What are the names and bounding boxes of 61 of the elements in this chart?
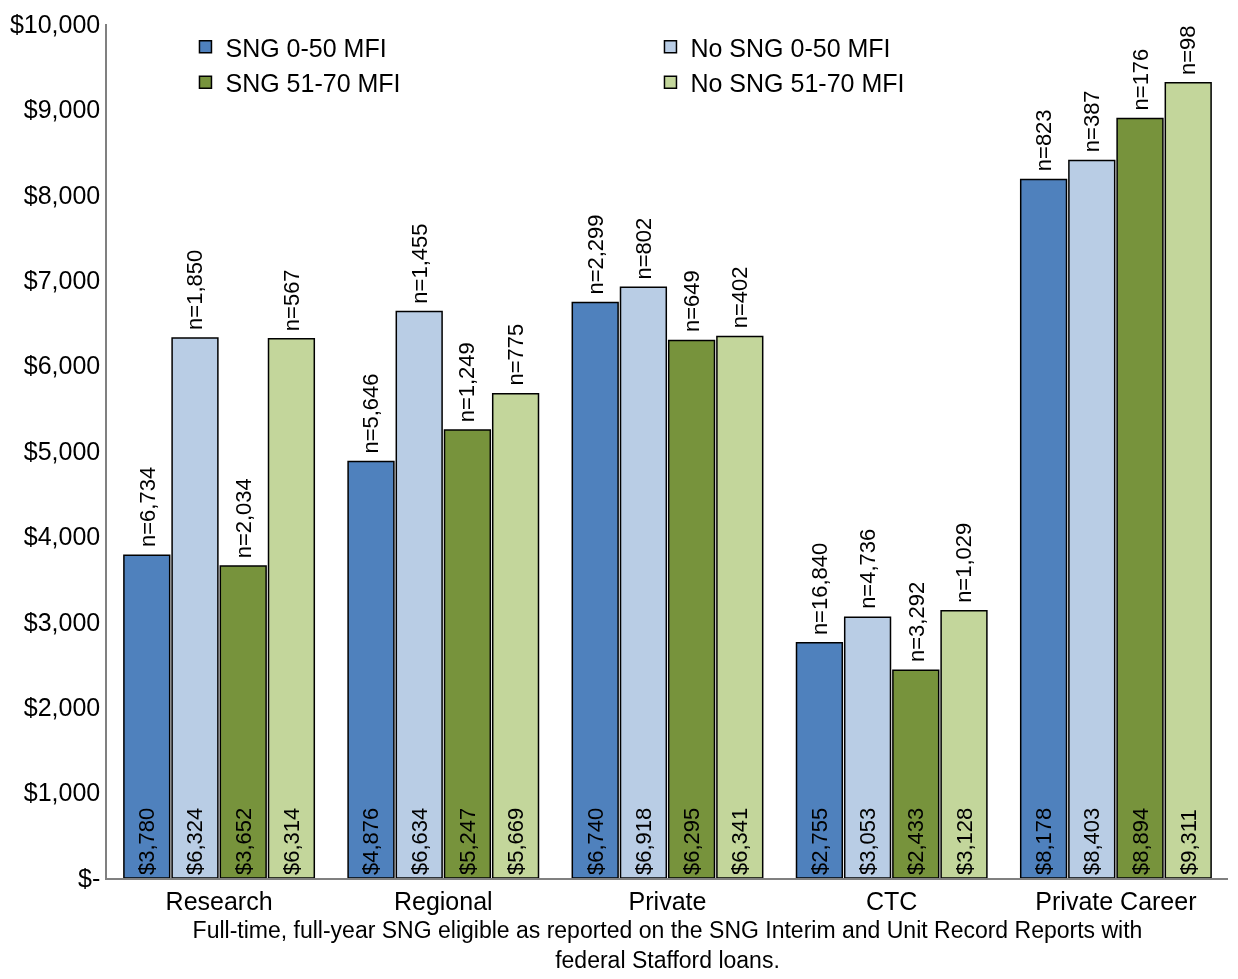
annotation: n=802 xyxy=(631,217,657,280)
data-label: $8,178 xyxy=(1031,807,1057,875)
y-tick-label: $10,000 xyxy=(9,9,101,38)
y-tick-label: $4,000 xyxy=(23,522,101,551)
annotation: n=3,292 xyxy=(903,581,929,663)
data-label: $6,341 xyxy=(727,807,753,875)
data-label: $9,311 xyxy=(1175,809,1201,875)
data-label: $4,876 xyxy=(358,807,384,875)
legend-label: SNG 51-70 MFI xyxy=(225,69,401,97)
legend-label: No SNG 0-50 MFI xyxy=(690,33,891,62)
y-tick-label: $5,000 xyxy=(23,436,101,465)
data-label: $6,918 xyxy=(630,807,656,875)
y-tick-label: $2,000 xyxy=(23,692,101,721)
y-tick-label: $1,000 xyxy=(23,778,101,807)
y-tick-label: $6,000 xyxy=(23,351,101,380)
data-label: $2,433 xyxy=(903,807,929,875)
data-label: $8,403 xyxy=(1079,807,1105,875)
x-tick-label: Regional xyxy=(393,886,493,915)
annotation: n=1,850 xyxy=(182,249,208,330)
x-tick-label: Research xyxy=(165,886,273,915)
annotation: n=6,734 xyxy=(134,466,160,547)
annotation: n=98 xyxy=(1175,25,1201,76)
annotation: n=402 xyxy=(727,266,753,329)
data-label: $3,053 xyxy=(855,807,881,875)
y-tick-label: $- xyxy=(78,863,101,892)
x-tick-label: Private Career xyxy=(1035,886,1197,915)
annotation: n=2,034 xyxy=(231,478,257,559)
legend-label: SNG 0-50 MFI xyxy=(225,33,387,62)
data-label: $8,894 xyxy=(1127,807,1153,875)
legend-label: No SNG 51-70 MFI xyxy=(690,69,905,97)
y-tick-label: $7,000 xyxy=(23,265,101,294)
annotation: n=16,840 xyxy=(806,542,832,636)
data-label: $2,755 xyxy=(806,807,832,875)
data-label: $6,314 xyxy=(278,807,304,875)
y-tick-label: $3,000 xyxy=(23,607,101,636)
data-label: $6,324 xyxy=(182,807,208,875)
annotation: n=823 xyxy=(1031,109,1056,172)
annotation: n=1,455 xyxy=(406,223,432,304)
y-tick-label: $8,000 xyxy=(23,180,101,209)
y-tick-label: $9,000 xyxy=(23,95,101,124)
x-tick-label: CTC xyxy=(866,886,918,915)
data-label: $5,247 xyxy=(454,807,480,875)
annotation: n=5,646 xyxy=(358,373,384,454)
data-label: $6,740 xyxy=(582,807,608,875)
annotation: n=649 xyxy=(679,270,705,333)
annotation: n=387 xyxy=(1079,90,1105,153)
annotation: n=4,736 xyxy=(855,528,881,609)
annotation: n=567 xyxy=(278,269,304,332)
x-tick-label: Private xyxy=(628,886,707,915)
data-label: $6,295 xyxy=(679,807,705,875)
data-label: $3,780 xyxy=(134,807,160,875)
annotation: n=775 xyxy=(502,323,528,386)
annotation: n=1,249 xyxy=(454,342,480,423)
data-label: $5,669 xyxy=(503,807,529,875)
data-label: $3,128 xyxy=(951,807,977,875)
x-axis-title: Full-time, full-year SNG eligible as reported on the SNG Interim and Unit Record Reports with federal Stafford loans. xyxy=(192,916,1143,973)
data-label: $3,652 xyxy=(230,807,256,875)
annotation: n=1,029 xyxy=(951,522,977,603)
annotation: n=2,299 xyxy=(582,214,608,295)
annotation: n=176 xyxy=(1127,48,1153,111)
data-label: $6,634 xyxy=(406,807,432,875)
